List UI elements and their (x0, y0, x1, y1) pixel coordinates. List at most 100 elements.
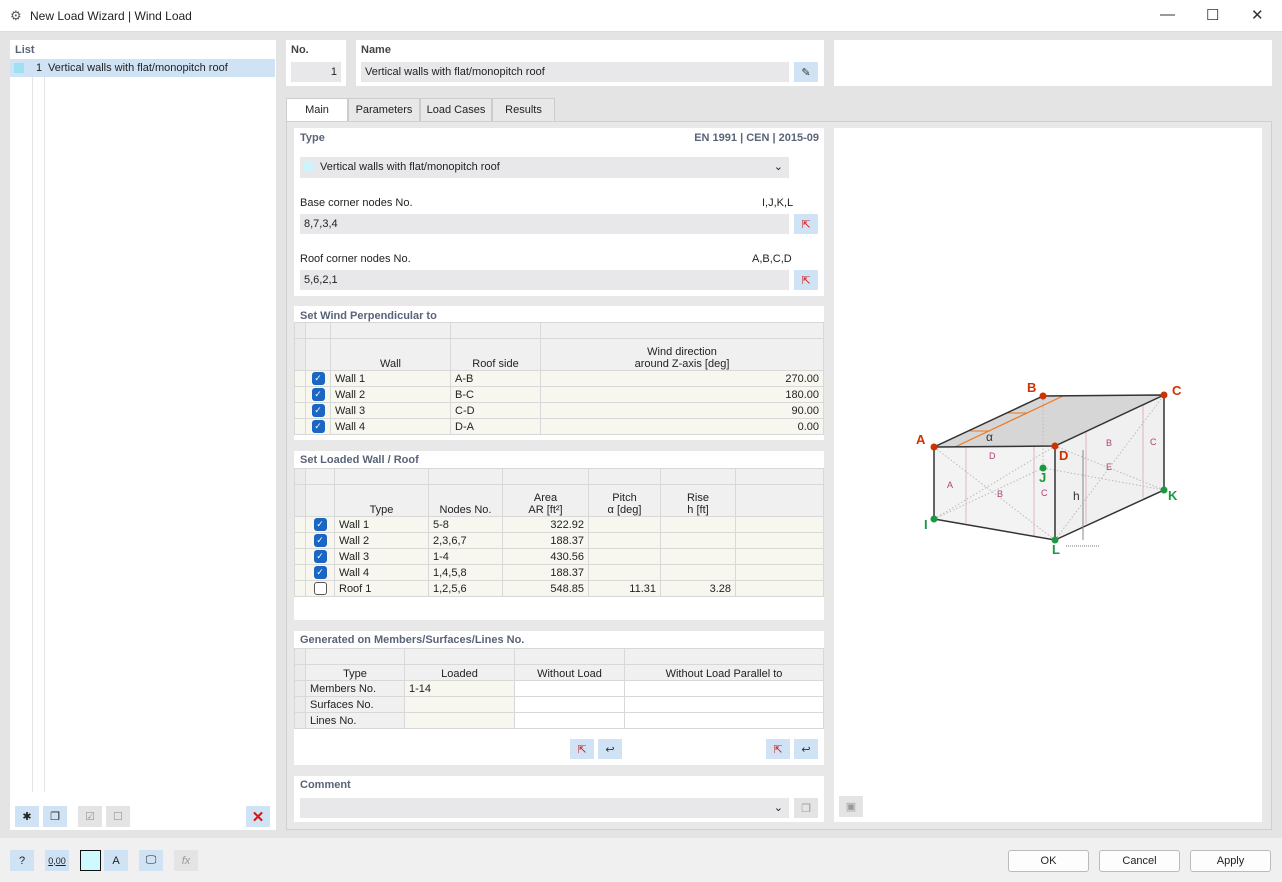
node-top-label: B (1027, 380, 1036, 395)
col-type: Type (305, 664, 405, 681)
hidden-edges (933, 394, 1165, 541)
list-item[interactable]: 1 Vertical walls with flat/monopitch roo… (10, 59, 275, 77)
table-row: Members No. 1-14 (294, 680, 824, 697)
node-top-label: D (1059, 448, 1068, 463)
checkbox[interactable]: ✓ (313, 550, 327, 563)
view-icon[interactable]: 🖵 (139, 850, 163, 871)
diagram-options-icon[interactable]: ▣ (839, 796, 863, 817)
check-all-icon[interactable]: ☑ (78, 806, 102, 827)
name-label: Name (361, 44, 391, 56)
maximize-button[interactable]: ☐ (1206, 7, 1220, 24)
tree-line (32, 77, 33, 792)
checkbox[interactable] (313, 582, 327, 595)
table-row: ✓ Wall 4 1,4,5,8 188.37 (294, 564, 824, 581)
col-area: Area AR [ft²] (502, 484, 589, 517)
close-button[interactable]: ✕ (1251, 7, 1264, 24)
checkbox[interactable]: ✓ (313, 534, 327, 547)
list-item-no: 1 (36, 62, 43, 74)
table-row: Lines No. (294, 712, 824, 729)
zone-label: C (1150, 437, 1157, 447)
node-base-point (1051, 536, 1059, 544)
comment-input[interactable]: ⌄ (300, 798, 789, 818)
node-base-label: I (924, 517, 928, 532)
wind-title: Set Wind Perpendicular to (300, 310, 437, 322)
tab-results[interactable]: Results (492, 98, 555, 121)
new-item-icon[interactable]: ✱ (15, 806, 39, 827)
height-label: h (1073, 489, 1080, 503)
building-diagram: h α A B C D B E C A B C D I J K L (916, 380, 1182, 557)
list-header: List (15, 44, 35, 56)
app-icon: ⚙ (10, 8, 22, 23)
reset-icon[interactable]: ↩ (598, 739, 622, 759)
uncheck-icon[interactable]: ☐ (106, 806, 130, 827)
col-rise: Rise h [ft] (660, 484, 736, 517)
front-wall (934, 446, 1055, 540)
cancel-button[interactable]: Cancel (1099, 850, 1180, 872)
no-field[interactable]: 1 (291, 62, 341, 82)
generated-title: Generated on Members/Surfaces/Lines No. (300, 634, 525, 646)
standard-label: EN 1991 | CEN | 2015-09 (694, 132, 819, 144)
color-icon[interactable] (80, 850, 101, 871)
name-field[interactable]: Vertical walls with flat/monopitch roof (361, 62, 789, 82)
reset-icon[interactable]: ↩ (794, 739, 818, 759)
tab-parameters[interactable]: Parameters (348, 98, 420, 121)
node-top-point (930, 443, 938, 451)
pick-objects-icon[interactable]: ⇱ (766, 739, 790, 759)
node-base-point (1039, 464, 1047, 472)
roof-nodes-hint: A,B,C,D (752, 253, 792, 265)
col-wind-direction: Wind direction around Z-axis [deg] (540, 338, 824, 371)
edit-name-icon[interactable]: ✎ (794, 62, 818, 82)
checkbox[interactable]: ✓ (313, 518, 327, 531)
table-row: ✓ Wall 2 B-C 180.00 (294, 386, 824, 403)
side-wall (1055, 395, 1164, 540)
comment-library-icon[interactable]: ❐ (794, 798, 818, 818)
table-row: Surfaces No. (294, 696, 824, 713)
node-base-point (1160, 486, 1168, 494)
base-nodes-input[interactable]: 8,7,3,4 (300, 214, 789, 234)
checkbox[interactable]: ✓ (311, 420, 325, 433)
zone-lines (965, 405, 1144, 536)
pick-nodes-icon[interactable]: ⇱ (794, 214, 818, 234)
type-select[interactable]: Vertical walls with flat/monopitch roof … (300, 157, 789, 178)
units-icon[interactable]: 0,00 (45, 850, 69, 871)
loaded-title: Set Loaded Wall / Roof (300, 454, 419, 466)
roof-nodes-label: Roof corner nodes No. (300, 253, 411, 265)
checkbox[interactable]: ✓ (311, 372, 325, 385)
help-icon[interactable]: ? (10, 850, 34, 871)
tab-main[interactable]: Main (286, 98, 348, 122)
node-base-label: K (1168, 488, 1178, 503)
node-base-label: L (1052, 542, 1060, 557)
pick-objects-icon[interactable]: ⇱ (570, 739, 594, 759)
col-type: Type (334, 484, 429, 517)
diagram-panel: h α A B C D B E C A B C D I J K L ▣ (834, 128, 1262, 822)
function-icon[interactable]: fx (174, 850, 198, 871)
checkbox[interactable]: ✓ (313, 566, 327, 579)
table-row: ✓ Wall 3 1-4 430.56 (294, 548, 824, 565)
table-row: ✓ Wall 1 5-8 322.92 (294, 516, 824, 533)
minimize-button[interactable]: — (1160, 6, 1175, 23)
tab-load-cases[interactable]: Load Cases (420, 98, 492, 121)
node-top-label: A (916, 432, 926, 447)
ok-button[interactable]: OK (1008, 850, 1089, 872)
list-panel: List 1 Vertical walls with flat/monopitc… (10, 40, 276, 830)
chevron-down-icon: ⌄ (773, 802, 783, 814)
node-top-label: C (1172, 383, 1182, 398)
table-row: ✓ Wall 2 2,3,6,7 188.37 (294, 532, 824, 549)
copy-item-icon[interactable]: ❐ (43, 806, 67, 827)
table-row: ✓ Wall 3 C-D 90.00 (294, 402, 824, 419)
window-title: New Load Wizard | Wind Load (30, 9, 192, 23)
node-top-point (1051, 442, 1059, 450)
checkbox[interactable]: ✓ (311, 404, 325, 417)
name-panel: Name Vertical walls with flat/monopitch … (356, 40, 824, 86)
wind-table: Wall Roof side Wind direction around Z-axis… (294, 322, 824, 435)
checkbox[interactable]: ✓ (311, 388, 325, 401)
comment-section: Comment ⌄ ❐ (294, 776, 824, 822)
roof-nodes-input[interactable]: 5,6,2,1 (300, 270, 789, 290)
info-panel (834, 40, 1272, 86)
display-settings-icon[interactable]: A (104, 850, 128, 871)
apply-button[interactable]: Apply (1190, 850, 1271, 872)
pick-nodes-icon[interactable]: ⇱ (794, 270, 818, 290)
zone-label: D (989, 451, 996, 461)
delete-icon[interactable]: ✕ (246, 806, 270, 827)
col-roof-side: Roof side (450, 338, 541, 371)
